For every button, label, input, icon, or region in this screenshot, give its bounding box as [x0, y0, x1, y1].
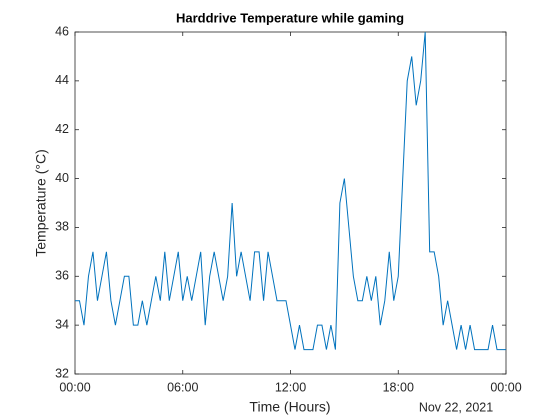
x-axis-label: Time (Hours): [249, 399, 330, 415]
date-label: Nov 22, 2021: [419, 400, 493, 414]
y-tick-label: 42: [55, 122, 69, 136]
x-tick-label: 00:00: [59, 380, 90, 394]
y-tick-label: 46: [55, 24, 69, 38]
x-tick-label: 00:00: [490, 380, 521, 394]
x-tick-label: 06:00: [167, 380, 198, 394]
y-tick-label: 38: [55, 220, 69, 234]
y-tick-label: 34: [55, 317, 69, 331]
y-tick-label: 32: [55, 366, 69, 380]
x-tick-label: 12:00: [275, 380, 306, 394]
x-tick-label: 18:00: [383, 380, 414, 394]
data-line: [75, 31, 506, 351]
y-axis-label: Temperature (°C): [33, 149, 49, 257]
y-tick-label: 44: [55, 73, 69, 87]
y-tick-label: 40: [55, 171, 69, 185]
y-tick-label: 36: [55, 269, 69, 283]
chart-title: Harddrive Temperature while gaming: [176, 10, 404, 25]
plot-area: [74, 31, 507, 375]
